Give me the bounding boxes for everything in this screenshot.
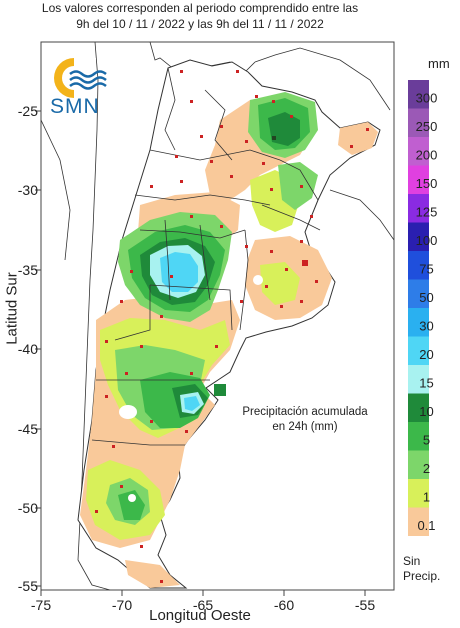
legend-label: 150 xyxy=(416,176,438,191)
legend-label: 2 xyxy=(423,461,430,476)
ytick-label: -30 xyxy=(18,182,38,198)
legend-label: 30 xyxy=(419,319,433,334)
legend-label: 0.1 xyxy=(417,518,435,533)
smn-sun-waves-icon xyxy=(54,58,107,98)
legend-label: 125 xyxy=(416,205,438,220)
ytick-label: -40 xyxy=(18,341,38,357)
legend-swatch xyxy=(408,137,429,166)
legend-label: 300 xyxy=(416,91,438,106)
legend-swatch xyxy=(408,365,429,394)
legend-no-precip-line-2: Precip. xyxy=(403,569,441,583)
legend-label: 100 xyxy=(416,233,438,248)
legend-label: 250 xyxy=(416,119,438,134)
legend-color-bar xyxy=(408,80,429,536)
country-borders xyxy=(40,41,395,591)
ytick-label: -45 xyxy=(18,421,38,437)
legend-swatch xyxy=(408,479,429,508)
map-header: Los valores corresponden al periodo comp… xyxy=(0,0,400,32)
xtick-label: -65 xyxy=(193,597,213,613)
x-axis-title: Longitud Oeste xyxy=(149,607,251,624)
legend-label: 15 xyxy=(419,376,433,391)
ytick-label: -25 xyxy=(18,103,38,119)
legend-label: 10 xyxy=(419,404,433,419)
ytick-label: -55 xyxy=(18,578,38,594)
ytick-label: -35 xyxy=(18,262,38,278)
legend-swatch xyxy=(408,222,429,251)
legend-swatch xyxy=(408,450,429,479)
legend-swatch xyxy=(408,80,429,109)
xtick-label: -55 xyxy=(355,597,375,613)
legend-swatch xyxy=(408,279,429,308)
legend-label: 20 xyxy=(419,347,433,362)
map-note-line-2: en 24h (mm) xyxy=(272,421,338,433)
map-note: Precipitación acumulada en 24h (mm) xyxy=(230,405,380,435)
legend-swatch xyxy=(408,165,429,194)
xtick-label: -70 xyxy=(112,597,132,613)
no-precip-areas xyxy=(119,275,263,502)
legend-no-precip-line-1: Sin xyxy=(403,554,421,568)
map-note-line-1: Precipitación acumulada xyxy=(242,406,368,418)
legend-swatch xyxy=(408,393,429,422)
legend-label: 50 xyxy=(419,290,433,305)
legend-label: 200 xyxy=(416,148,438,163)
smn-logo-text: SMN xyxy=(50,95,100,118)
legend-label: 1 xyxy=(423,490,430,505)
header-line-2: 9h del 10 / 11 / 2022 y las 9h del 11 / … xyxy=(76,17,324,31)
legend-swatch xyxy=(408,251,429,280)
legend-swatch xyxy=(408,108,429,137)
legend-label: 75 xyxy=(419,262,433,277)
xtick-label: -75 xyxy=(31,597,51,613)
legend-swatch xyxy=(408,422,429,451)
axis-ticks xyxy=(35,110,366,596)
legend-no-precip-label: Sin Precip. xyxy=(403,554,440,584)
ytick-label: -50 xyxy=(18,500,38,516)
legend-swatch xyxy=(408,507,429,536)
legend-unit: mm xyxy=(428,56,450,71)
xtick-label: -60 xyxy=(274,597,294,613)
legend-swatch xyxy=(408,336,429,365)
legend-label: 5 xyxy=(423,433,430,448)
y-axis-title: Latitud Sur xyxy=(3,272,21,345)
legend-swatch xyxy=(408,194,429,223)
legend-swatch xyxy=(408,308,429,337)
header-line-1: Los valores corresponden al periodo comp… xyxy=(41,1,359,15)
station-markers xyxy=(95,70,369,583)
